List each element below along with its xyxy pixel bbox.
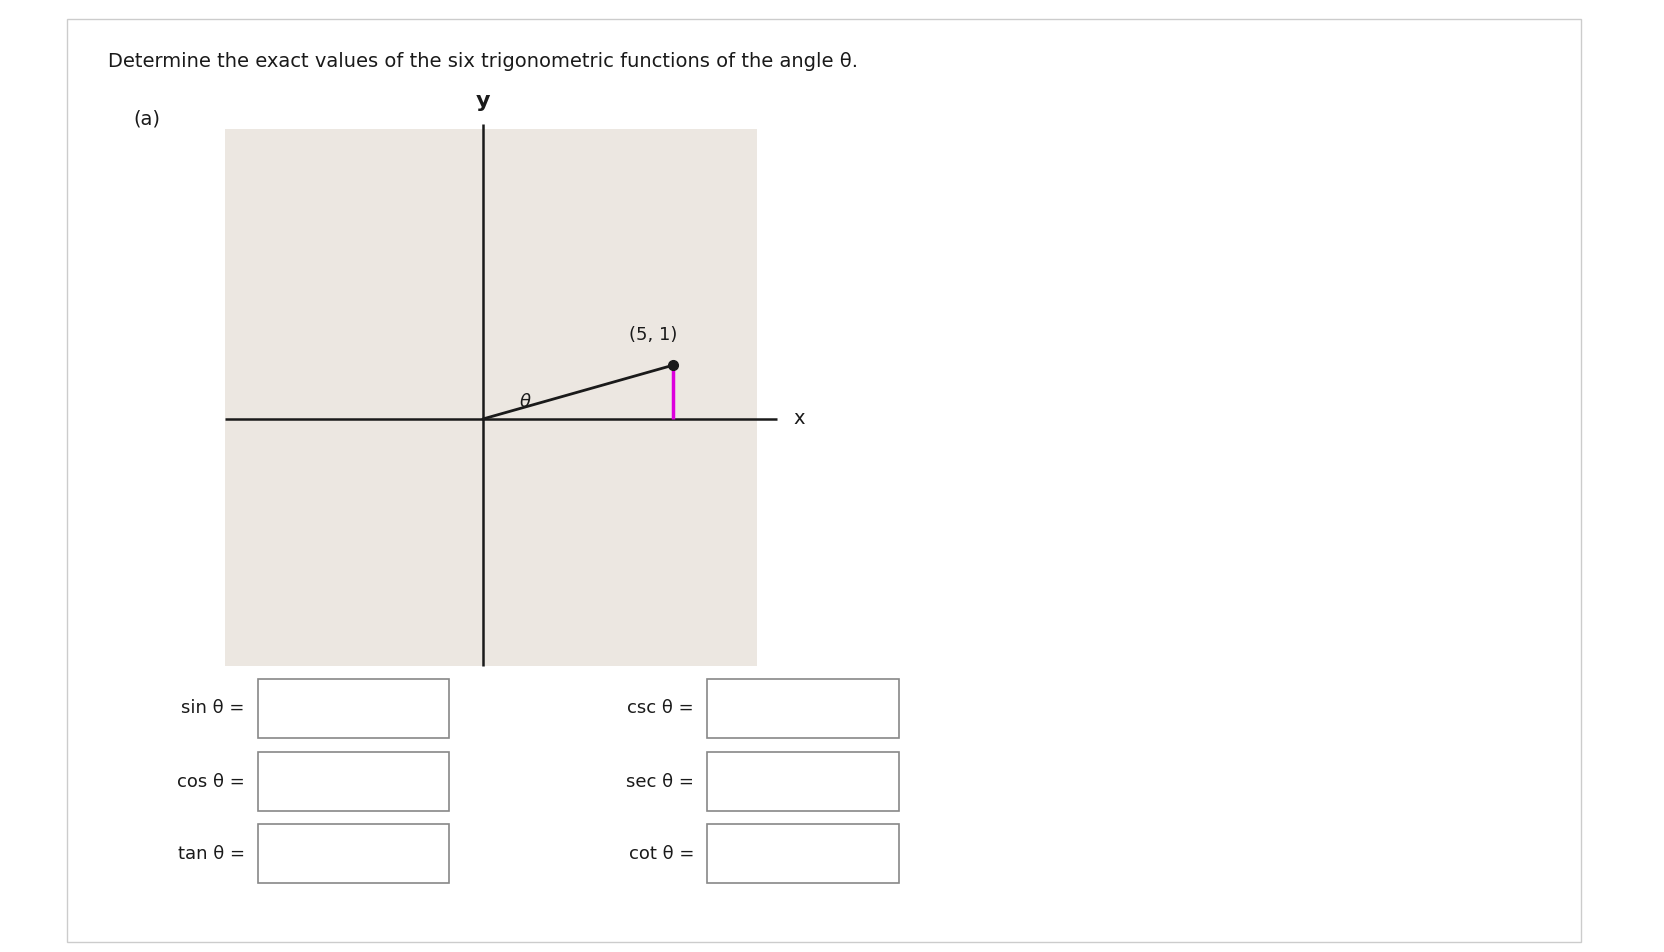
Text: x: x (794, 409, 805, 428)
Text: csc θ =: csc θ = (627, 700, 694, 717)
Text: (5, 1): (5, 1) (629, 327, 677, 345)
Text: (a): (a) (133, 109, 160, 129)
FancyBboxPatch shape (707, 679, 899, 738)
FancyBboxPatch shape (225, 129, 757, 666)
Text: sin θ =: sin θ = (181, 700, 245, 717)
FancyBboxPatch shape (67, 19, 1581, 942)
Text: cot θ =: cot θ = (629, 845, 694, 863)
Text: tan θ =: tan θ = (178, 845, 245, 863)
Text: Determine the exact values of the six trigonometric functions of the angle θ.: Determine the exact values of the six tr… (108, 52, 859, 71)
Text: θ: θ (519, 393, 531, 411)
FancyBboxPatch shape (258, 824, 449, 883)
Text: sec θ =: sec θ = (626, 773, 694, 790)
FancyBboxPatch shape (707, 752, 899, 811)
FancyBboxPatch shape (707, 824, 899, 883)
FancyBboxPatch shape (258, 679, 449, 738)
FancyBboxPatch shape (258, 752, 449, 811)
Text: y: y (476, 91, 491, 111)
Text: cos θ =: cos θ = (176, 773, 245, 790)
